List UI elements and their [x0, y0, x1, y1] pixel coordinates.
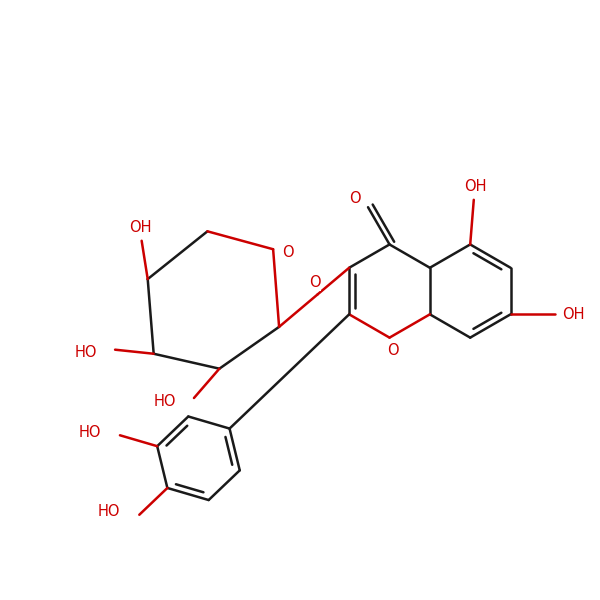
Text: O: O [349, 191, 361, 206]
Text: OH: OH [129, 220, 152, 235]
Text: OH: OH [562, 307, 584, 322]
Text: O: O [309, 275, 320, 290]
Text: O: O [282, 245, 294, 260]
Text: HO: HO [154, 394, 176, 409]
Text: HO: HO [98, 504, 120, 519]
Text: HO: HO [79, 425, 101, 440]
Text: O: O [386, 343, 398, 358]
Text: HO: HO [74, 345, 97, 360]
Text: OH: OH [464, 179, 486, 194]
